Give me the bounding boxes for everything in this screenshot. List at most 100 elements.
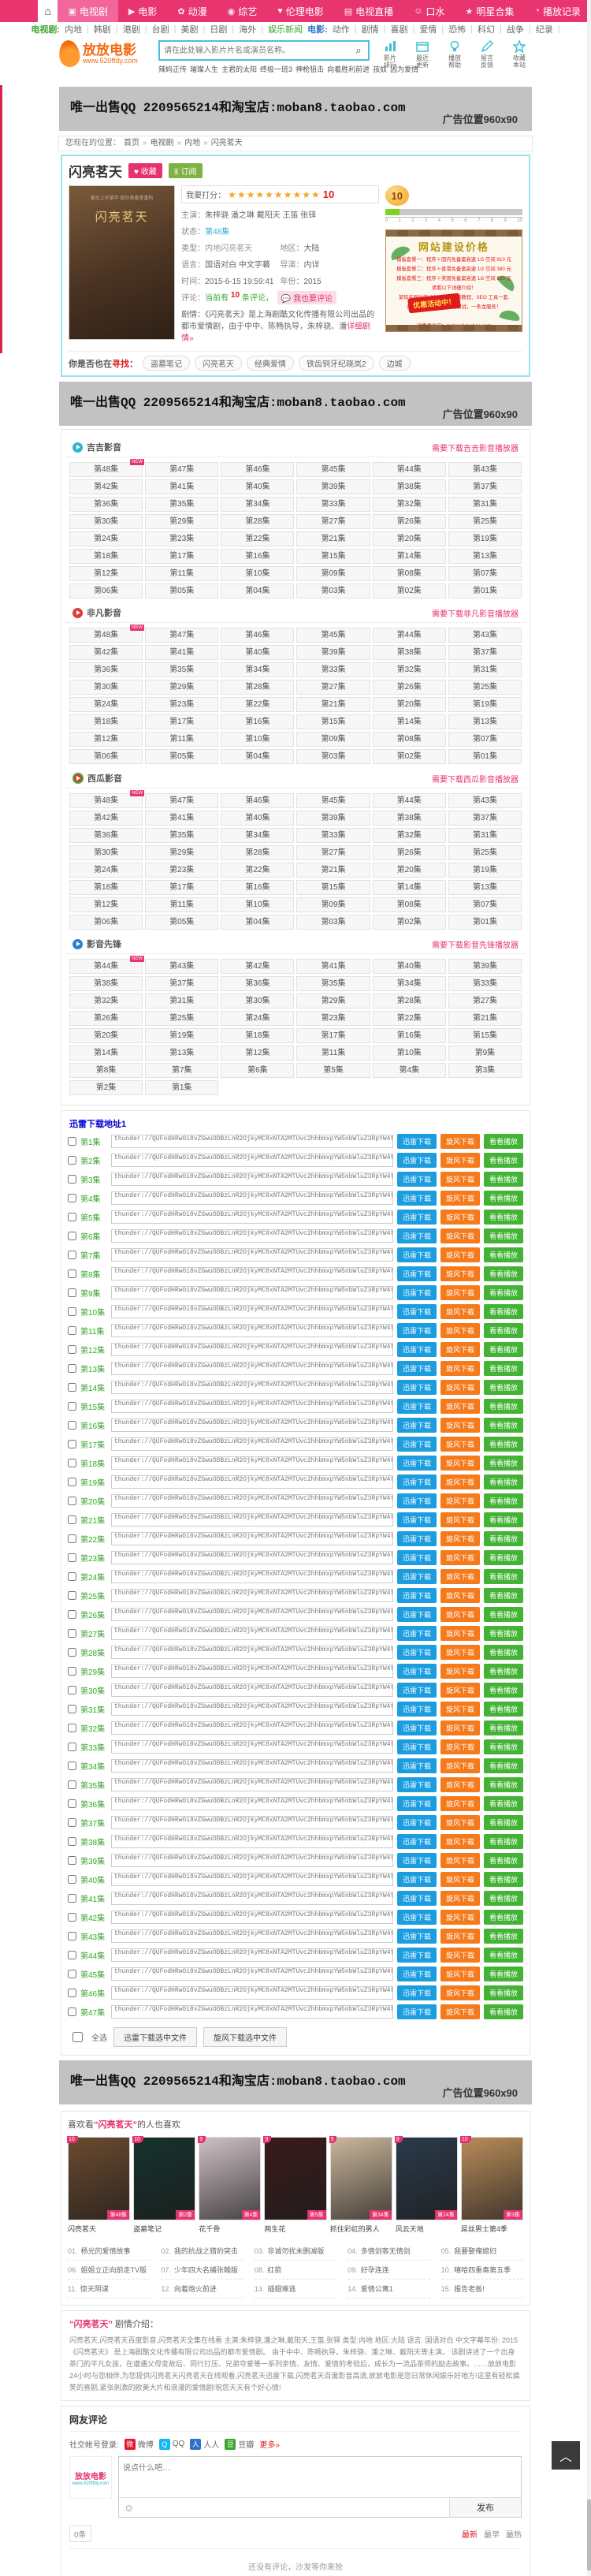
download-episode-label[interactable]: 第11集 [80, 1328, 105, 1336]
ranking-item[interactable]: 04. 多情剑客无情剑 [348, 2242, 430, 2261]
xuanfeng-download-button[interactable]: 旋风下载 [440, 1399, 480, 1414]
thunder-download-button[interactable]: 迅雷下载 [396, 1550, 437, 1565]
download-row-checkbox[interactable] [68, 1761, 76, 1770]
download-episode-label[interactable]: 第32集 [80, 1725, 106, 1734]
episode-button[interactable]: 第28集 [372, 993, 446, 1008]
thunder-download-button[interactable]: 迅雷下载 [396, 1853, 437, 1868]
thunder-download-button[interactable]: 迅雷下载 [396, 1285, 437, 1300]
download-url-input[interactable]: thunder://QUFodHRwOi8vZGwuODBzLnR2OjkyMC… [111, 1816, 393, 1829]
download-url-input[interactable]: thunder://QUFodHRwOi8vZGwuODBzLnR2OjkyMC… [111, 1948, 393, 1962]
episode-button[interactable]: 第17集 [296, 1028, 370, 1043]
download-row-checkbox[interactable] [68, 1667, 76, 1676]
kankan-play-button[interactable]: 看看播放 [483, 1834, 523, 1849]
episode-button[interactable]: 第41集 [296, 959, 370, 974]
episode-button[interactable]: 第38集 [372, 645, 446, 660]
thunder-download-button[interactable]: 迅雷下载 [396, 1834, 437, 1849]
episode-button[interactable]: 第47集 [145, 628, 219, 643]
episode-button[interactable]: 第13集 [448, 714, 522, 729]
episode-button[interactable]: 第4集 [372, 1063, 446, 1078]
download-episode-label[interactable]: 第33集 [80, 1744, 106, 1753]
kankan-play-button[interactable]: 看看播放 [483, 1285, 523, 1300]
kankan-play-button[interactable]: 看看播放 [483, 1872, 523, 1887]
xuanfeng-download-button[interactable]: 旋风下载 [440, 1550, 480, 1565]
thunder-download-button[interactable]: 迅雷下载 [396, 1815, 437, 1830]
thunder-download-button[interactable]: 迅雷下载 [396, 1531, 437, 1546]
thunder-download-button[interactable]: 迅雷下载 [396, 1683, 437, 1698]
kankan-play-button[interactable]: 看看播放 [483, 1304, 523, 1319]
download-row-checkbox[interactable] [68, 1478, 76, 1486]
episode-button[interactable]: 第42集 [221, 959, 295, 974]
thunder-download-button[interactable]: 迅雷下载 [396, 1456, 437, 1471]
episode-button[interactable]: 第09集 [296, 566, 370, 581]
episode-button[interactable]: 第36集 [221, 976, 295, 991]
thunder-download-button[interactable]: 迅雷下载 [396, 1247, 437, 1262]
ranking-item[interactable]: 15. 报告老板! [440, 2280, 523, 2298]
xuanfeng-download-button[interactable]: 旋风下载 [440, 1929, 480, 1944]
breadcrumb-link[interactable]: 闪亮茗天 [210, 139, 243, 147]
episode-button[interactable]: 第08集 [372, 732, 446, 747]
ad-banner-top[interactable]: 唯一出售QQ 2209565214和淘宝店:moban8.taobao.com 广… [59, 87, 532, 131]
xuanfeng-download-button[interactable]: 旋风下载 [440, 1588, 480, 1603]
download-row-checkbox[interactable] [68, 1799, 76, 1808]
episode-button[interactable]: 第16集 [221, 549, 295, 564]
download-row-checkbox[interactable] [68, 1856, 76, 1865]
download-url-input[interactable]: thunder://QUFodHRwOi8vZGwuODBzLnR2OjkyMC… [111, 1608, 393, 1621]
episode-button[interactable]: 第09集 [296, 897, 370, 912]
thunder-download-button[interactable]: 迅雷下载 [396, 1493, 437, 1508]
batch-thunder-download-button[interactable]: 迅雷下载选中文件 [113, 2027, 197, 2047]
episode-button[interactable]: 第10集 [221, 732, 295, 747]
episode-button[interactable]: 第9集 [448, 1046, 522, 1061]
episode-button[interactable]: 第29集 [145, 845, 219, 860]
episode-button[interactable]: 第24集 [69, 863, 143, 878]
xuanfeng-download-button[interactable]: 旋风下载 [440, 1891, 480, 1906]
xuanfeng-download-button[interactable]: 旋风下载 [440, 1153, 480, 1168]
episode-button[interactable]: 第35集 [145, 662, 219, 677]
episode-button[interactable]: 第38集 [69, 976, 143, 991]
xuanfeng-download-button[interactable]: 旋风下载 [440, 1966, 480, 1981]
topnav-item-7[interactable]: ☺ 口水 [403, 0, 455, 22]
kankan-play-button[interactable]: 看看播放 [483, 1323, 523, 1338]
topnav-item-8[interactable]: ★ 明星合集 [455, 0, 524, 22]
episode-button[interactable]: 第36集 [69, 828, 143, 843]
download-episode-label[interactable]: 第3集 [80, 1176, 101, 1185]
download-url-input[interactable]: thunder://QUFodHRwOi8vZGwuODBzLnR2OjkyMC… [111, 1343, 393, 1356]
episode-button[interactable]: 第46集 [221, 462, 295, 477]
download-row-checkbox[interactable] [68, 1818, 76, 1827]
download-row-checkbox[interactable] [68, 2007, 76, 2016]
thunder-download-button[interactable]: 迅雷下载 [396, 1228, 437, 1243]
download-url-input[interactable]: thunder://QUFodHRwOi8vZGwuODBzLnR2OjkyMC… [111, 1570, 393, 1583]
ranking-item[interactable]: 06. 姐姐立正向前走TV版 [68, 2261, 151, 2280]
episode-button[interactable]: 第23集 [145, 697, 219, 712]
episode-button[interactable]: 第24集 [69, 697, 143, 712]
episode-button[interactable]: 第27集 [448, 993, 522, 1008]
episode-button[interactable]: 第23集 [145, 863, 219, 878]
subnav-movie-item[interactable]: 恐怖 [448, 25, 466, 35]
area-value[interactable]: 大陆 [303, 244, 320, 253]
download-episode-label[interactable]: 第27集 [80, 1631, 106, 1639]
episode-button[interactable]: 第24集 [69, 531, 143, 546]
kankan-play-button[interactable]: 看看播放 [483, 1456, 523, 1471]
episode-button[interactable]: 第22集 [221, 697, 295, 712]
thunder-download-button[interactable]: 迅雷下载 [396, 1266, 437, 1281]
download-row-checkbox[interactable] [68, 1137, 76, 1146]
download-url-input[interactable]: thunder://QUFodHRwOi8vZGwuODBzLnR2OjkyMC… [111, 1797, 393, 1810]
download-row-checkbox[interactable] [68, 1515, 76, 1524]
thunder-download-button[interactable]: 迅雷下载 [396, 1399, 437, 1414]
episode-button[interactable]: 第42集 [69, 479, 143, 494]
download-url-input[interactable]: thunder://QUFodHRwOi8vZGwuODBzLnR2OjkyMC… [111, 1929, 393, 1943]
episode-button[interactable]: 第18集 [221, 1028, 295, 1043]
hot-word-link[interactable]: 辣妈正传 [158, 65, 188, 73]
episode-button[interactable]: 第14集 [69, 1046, 143, 1061]
episode-button[interactable]: 第03集 [296, 915, 370, 930]
add-comment-button[interactable]: 💬 我也要评论 [277, 291, 337, 304]
thunder-download-button[interactable]: 迅雷下载 [396, 1796, 437, 1811]
episode-button[interactable]: 第08集 [372, 566, 446, 581]
episode-button[interactable]: 第22集 [372, 1011, 446, 1026]
episode-button[interactable]: 第25集 [448, 680, 522, 695]
kankan-play-button[interactable]: 看看播放 [483, 1758, 523, 1773]
episode-button[interactable]: 第48集 NEW [69, 459, 145, 477]
episode-button[interactable]: 第41集 [145, 811, 219, 826]
topnav-item-1[interactable]: ▣ 电视剧 [58, 0, 118, 22]
download-row-checkbox[interactable] [68, 1724, 76, 1732]
download-url-input[interactable]: thunder://QUFodHRwOi8vZGwuODBzLnR2OjkyMC… [111, 1210, 393, 1224]
